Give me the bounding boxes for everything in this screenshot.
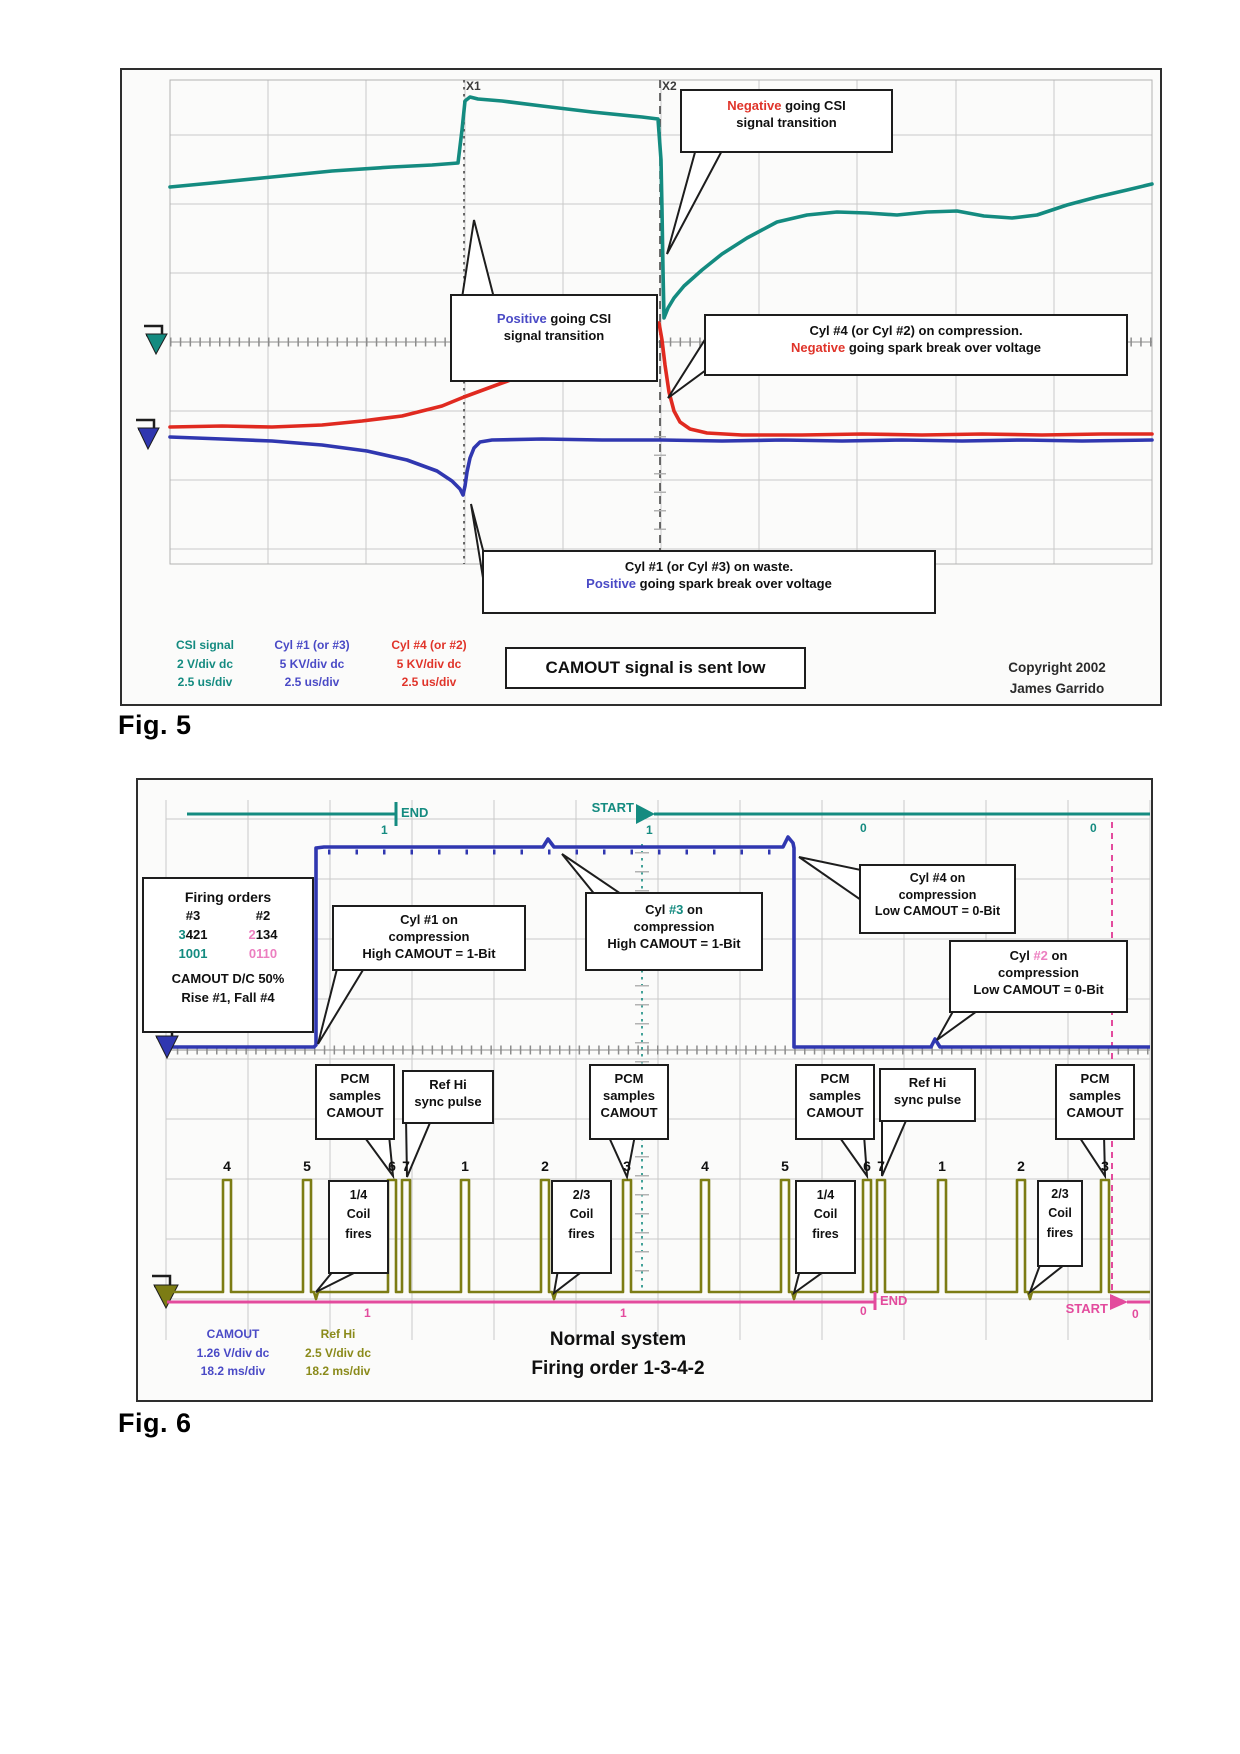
marker-one-start-teal: 1: [646, 823, 653, 837]
fig6-legend-camout: CAMOUT 1.26 V/div dc 18.2 ms/div: [196, 1327, 270, 1379]
pcm-samples-box-3: PCM samples CAMOUT: [795, 1064, 875, 1140]
callout-accent: Negative: [791, 340, 846, 356]
marker-one2-pink: 1: [620, 1306, 627, 1320]
fig5-legend-csi: CSI signal 2 V/div dc 2.5 us/div: [175, 638, 234, 690]
callout-cyl4-compression: Cyl #4 on compression Low CAMOUT = 0-Bit: [859, 864, 1016, 934]
callout-cyl1-compression: Cyl #1 on compression High CAMOUT = 1-Bi…: [332, 905, 526, 971]
refhi-trace: [167, 1178, 1150, 1301]
fig5-legend-cyl1: Cyl #1 (or #3) 5 KV/div dc 2.5 us/div: [274, 638, 350, 690]
fig5-oscilloscope: X1 X2 Negative going CSI signal transiti…: [120, 68, 1162, 706]
callout-accent: Negative: [727, 98, 782, 113]
camout-sent-low-box: CAMOUT signal is sent low: [505, 647, 806, 689]
callout-cyl4-compression: Cyl #4 (or Cyl #2) on compression. Negat…: [704, 314, 1128, 376]
coil23-box-2: 2/3 Coil fires: [1037, 1180, 1083, 1267]
callout-positive-csi: Positive going CSI signal transition: [450, 294, 658, 382]
pulse-label: 6: [388, 1158, 396, 1174]
callout-cyl1-waste: Cyl #1 (or Cyl #3) on waste. Positive go…: [482, 550, 936, 614]
fig5-blue-ground-marker: [136, 418, 160, 451]
fig6-pink-lines: [167, 1292, 1150, 1310]
fig6-legend-refhi: Ref Hi 2.5 V/div dc 18.2 ms/div: [304, 1327, 372, 1379]
marker-one-end-teal: 1: [381, 823, 388, 837]
cyl4-trace: [168, 321, 1154, 437]
fig6-teal-lines: [187, 802, 1150, 826]
pulse-label: 2: [541, 1158, 549, 1174]
fig6-title-line2: Firing order 1-3-4-2: [531, 1357, 705, 1379]
firing-orders-box: Firing orders #3 #2 3421 2134 1001 0110 …: [142, 877, 314, 1033]
coil14-box-2: 1/4 Coil fires: [795, 1180, 856, 1274]
pcm-samples-box-4: PCM samples CAMOUT: [1055, 1064, 1135, 1140]
callout-accent: Positive: [496, 311, 547, 326]
fig5-legend-cyl4: Cyl #4 (or #2) 5 KV/div dc 2.5 us/div: [391, 638, 467, 690]
callout-accent: Positive: [586, 576, 637, 592]
pulse-label: 3: [1101, 1158, 1109, 1174]
callout-cyl3-compression: Cyl #3 on compression High CAMOUT = 1-Bi…: [585, 892, 763, 971]
fig6-title-line1: Normal system: [549, 1329, 687, 1350]
pulse-label: 1: [461, 1158, 469, 1174]
callout-negative-csi: Negative going CSI signal transition: [680, 89, 893, 153]
pulse-label: 5: [303, 1158, 311, 1174]
pointer-pos-csi: [460, 219, 496, 299]
fig5-callout-pointers: [460, 144, 727, 585]
csi-trace: [168, 95, 1154, 320]
pulse-label: 5: [781, 1158, 789, 1174]
marker-zero2-teal: 0: [1090, 821, 1097, 835]
pcm-samples-box-1: PCM samples CAMOUT: [315, 1064, 395, 1140]
pointer-cyl3: [561, 853, 628, 897]
coil14-box-1: 1/4 Coil fires: [328, 1180, 389, 1274]
pointer-coil23-2: [1027, 1264, 1067, 1296]
marker-start-pink: START: [1065, 1301, 1108, 1316]
fig6-oscilloscope: END 1 START 1 0 0 1 1 0 END START 0 Firi…: [136, 778, 1153, 1402]
refhi-sync-box-2: Ref Hi sync pulse: [879, 1068, 976, 1122]
pointer-neg-csi: [666, 144, 727, 255]
pulse-label: 4: [701, 1158, 709, 1174]
pulse-label: 3: [623, 1158, 631, 1174]
fig5-caption: Fig. 5: [118, 710, 192, 740]
pointer-cyl1: [317, 964, 368, 1045]
camout-trace: [167, 835, 1150, 1049]
fig6-caption: Fig. 6: [118, 1408, 192, 1438]
fig6-title: Normal system Firing order 1-3-4-2: [478, 1326, 758, 1383]
fig5-teal-ground-marker: [144, 324, 168, 356]
start-triangle-pink: [1110, 1294, 1128, 1310]
fig6-callout-pointers: [315, 853, 1107, 1296]
pulse-label: 2: [1017, 1158, 1025, 1174]
pulse-label: 6: [863, 1158, 871, 1174]
pulse-label: 1: [938, 1158, 946, 1174]
copyright: Copyright 2002 James Garrido: [1008, 660, 1106, 696]
marker-zero1-teal: 0: [860, 821, 867, 835]
marker-one1-pink: 1: [364, 1306, 371, 1320]
fig5-cursor-x2-label: X2: [662, 79, 677, 93]
pulse-label: 4: [223, 1158, 231, 1174]
pcm-samples-box-2: PCM samples CAMOUT: [589, 1064, 669, 1140]
marker-end-pink: END: [880, 1293, 908, 1308]
pointer-cyl4: [667, 334, 707, 399]
marker-zero-end-pink: 0: [860, 1304, 867, 1318]
cyl1-trace: [168, 435, 1154, 497]
callout-cyl2-compression: Cyl #2 on compression Low CAMOUT = 0-Bit: [949, 940, 1128, 1013]
start-triangle-teal: [636, 804, 655, 824]
pulse-label: 7: [877, 1158, 885, 1174]
marker-start-teal: START: [591, 800, 634, 815]
fig5-cursor-x1-label: X1: [466, 79, 481, 93]
pulse-label: 7: [402, 1158, 410, 1174]
refhi-sync-box-1: Ref Hi sync pulse: [402, 1070, 494, 1124]
marker-end-teal: END: [401, 805, 429, 820]
fig6-plot-svg: [152, 800, 1151, 1340]
coil23-box-1: 2/3 Coil fires: [551, 1180, 612, 1274]
marker-zero-start-pink: 0: [1132, 1307, 1139, 1321]
